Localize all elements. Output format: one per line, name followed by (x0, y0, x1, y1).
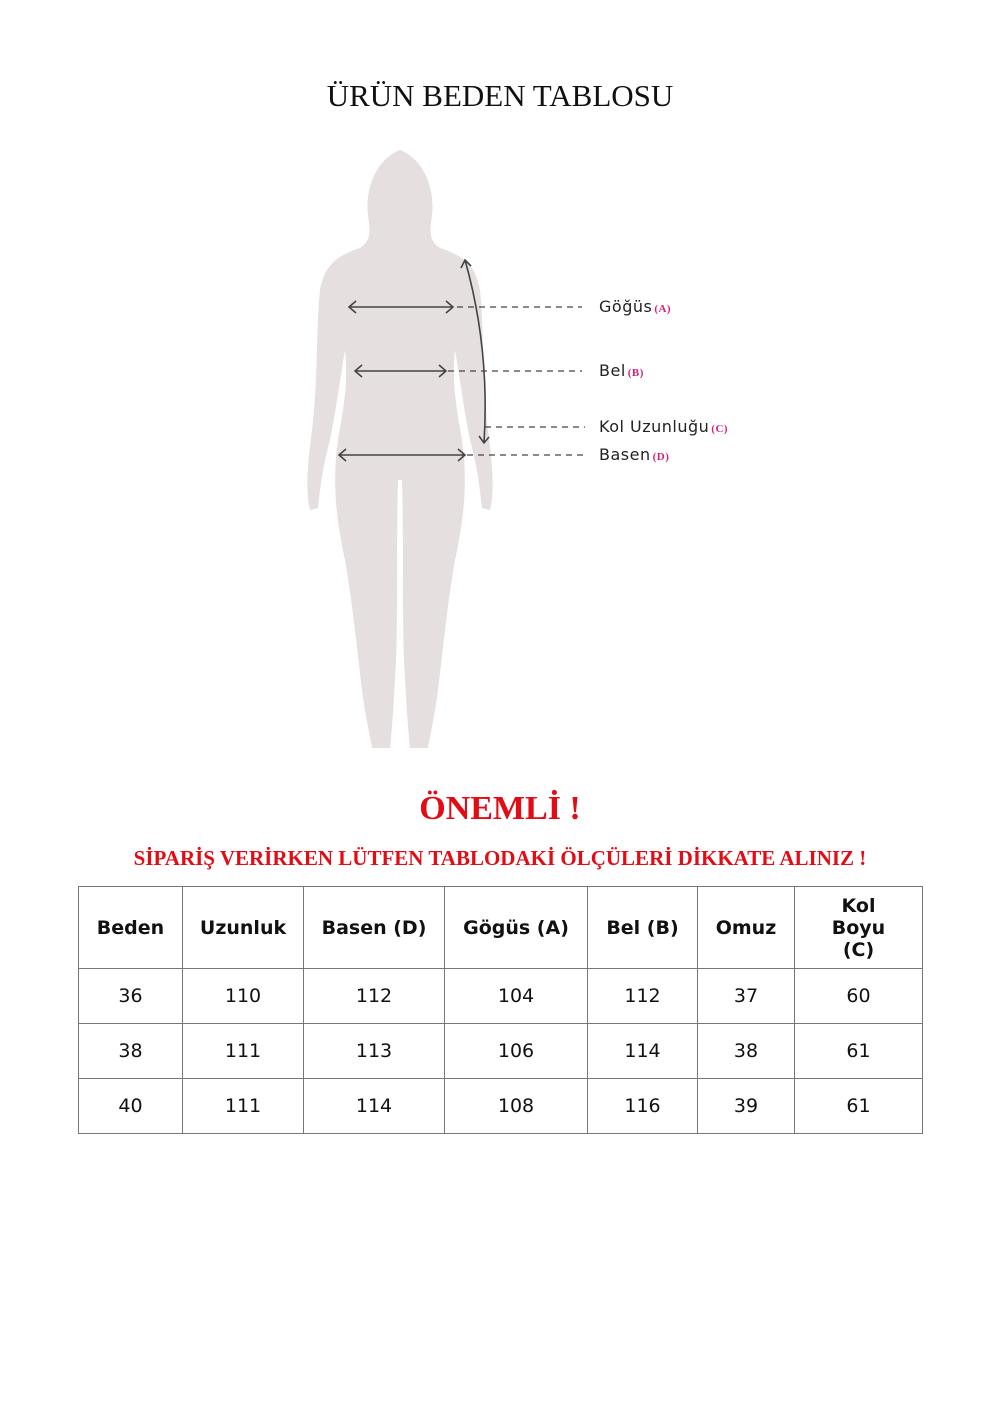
table-row: 40 111 114 108 116 39 61 (78, 1078, 923, 1134)
table-cell: 113 (303, 1023, 445, 1079)
table-cell: 37 (697, 968, 795, 1024)
body-silhouette (307, 150, 493, 748)
table-cell: 110 (182, 968, 304, 1024)
measurement-arrows (337, 258, 490, 462)
label-tag: (A) (654, 303, 672, 315)
label-sleeve-length: Kol Uzunluğu (C) (599, 417, 728, 436)
table-row: 38 111 113 106 114 38 61 (78, 1023, 923, 1079)
table-cell: 61 (794, 1078, 923, 1134)
order-notice: SİPARİŞ VERİRKEN LÜTFEN TABLODAKİ ÖLÇÜLE… (133, 846, 867, 870)
table-cell: 36 (78, 968, 183, 1024)
label-tag: (C) (711, 423, 729, 435)
label-waist: Bel (B) (599, 361, 644, 380)
header-cell: Omuz (697, 886, 795, 969)
table-cell: 111 (182, 1023, 304, 1079)
table-cell: 114 (303, 1078, 445, 1134)
table-cell: 111 (182, 1078, 304, 1134)
label-text: Kol Uzunluğu (599, 417, 710, 436)
body-silhouette-figure (307, 150, 585, 748)
table-cell: 104 (444, 968, 588, 1024)
table-cell: 40 (78, 1078, 183, 1134)
table-cell: 38 (697, 1023, 795, 1079)
important-heading: ÖNEMLİ ! (419, 790, 581, 827)
table-cell: 39 (697, 1078, 795, 1134)
table-cell: 61 (794, 1023, 923, 1079)
size-table: Beden Uzunluk Basen (D) Gögüs (A) Bel (B… (78, 886, 923, 1134)
header-cell: Basen (D) (303, 886, 445, 969)
label-text: Basen (599, 445, 651, 464)
label-text: Göğüs (599, 297, 653, 316)
table-cell: 116 (587, 1078, 698, 1134)
table-row: 36 110 112 104 112 37 60 (78, 968, 923, 1024)
header-cell: Gögüs (A) (444, 886, 588, 969)
dashed-leaders (448, 306, 585, 456)
table-cell: 60 (794, 968, 923, 1024)
table-cell: 114 (587, 1023, 698, 1079)
label-text: Bel (599, 361, 626, 380)
label-tag: (B) (627, 367, 644, 379)
label-hip: Basen (D) (599, 445, 669, 464)
page-title: ÜRÜN BEDEN TABLOSU (326, 78, 674, 113)
table-cell: 112 (587, 968, 698, 1024)
table-cell: 106 (444, 1023, 588, 1079)
table-cell: 108 (444, 1078, 588, 1134)
label-chest: Göğüs (A) (599, 297, 671, 316)
header-cell: Kol Boyu (C) (794, 886, 923, 969)
table-cell: 112 (303, 968, 445, 1024)
table-cell: 38 (78, 1023, 183, 1079)
header-cell: Bel (B) (587, 886, 698, 969)
label-tag: (D) (652, 451, 670, 463)
header-cell: Uzunluk (182, 886, 304, 969)
table-header-row: Beden Uzunluk Basen (D) Gögüs (A) Bel (B… (78, 886, 923, 969)
header-cell: Beden (78, 886, 183, 969)
